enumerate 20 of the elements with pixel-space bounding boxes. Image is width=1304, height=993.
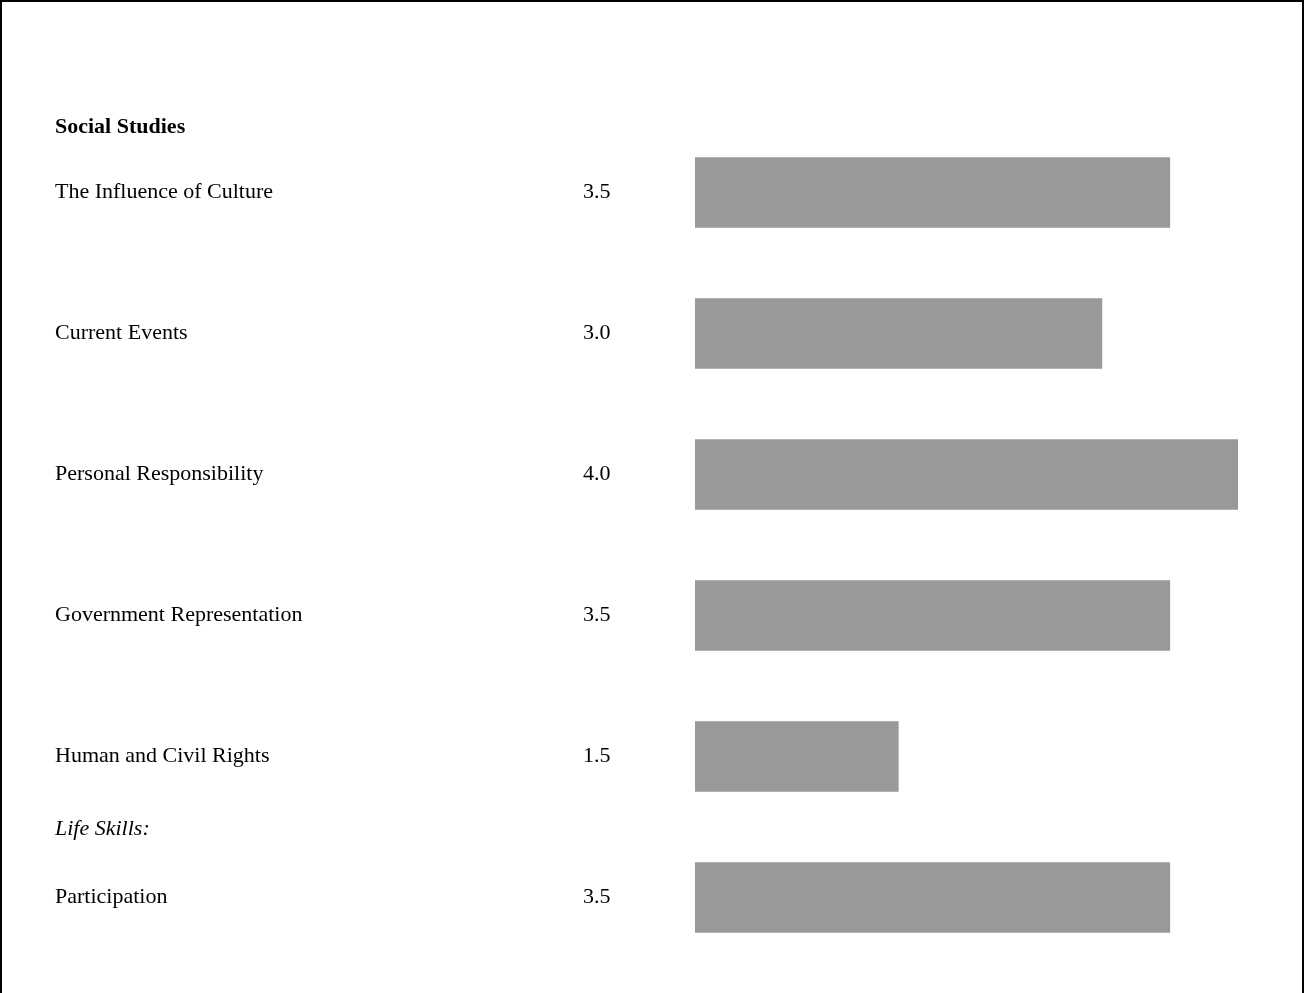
bar — [695, 580, 1171, 651]
data-label: 3.0 — [583, 319, 611, 345]
text: Social Studies — [55, 112, 186, 138]
y-tick-label: Human and Civil Rights — [55, 742, 270, 768]
y-tick-label: Participation — [55, 883, 168, 909]
data-label: 1.5 — [583, 742, 611, 768]
data-label: 3.5 — [583, 178, 611, 204]
bar — [695, 439, 1238, 510]
bar — [695, 862, 1171, 933]
bar — [695, 157, 1171, 228]
data-label: 4.0 — [583, 460, 611, 486]
text: Life Skills: — [54, 814, 150, 840]
data-label: 3.5 — [583, 883, 611, 909]
y-tick-label: Current Events — [55, 319, 188, 345]
data-label: 3.5 — [583, 601, 611, 627]
y-tick-label: The Influence of Culture — [55, 178, 274, 204]
y-tick-label: Personal Responsibility — [55, 460, 264, 486]
bar — [695, 721, 899, 792]
y-tick-label: Government Representation — [55, 601, 303, 627]
bar — [695, 298, 1103, 369]
